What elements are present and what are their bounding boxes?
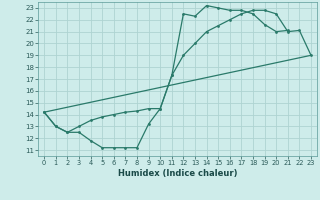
X-axis label: Humidex (Indice chaleur): Humidex (Indice chaleur) — [118, 169, 237, 178]
